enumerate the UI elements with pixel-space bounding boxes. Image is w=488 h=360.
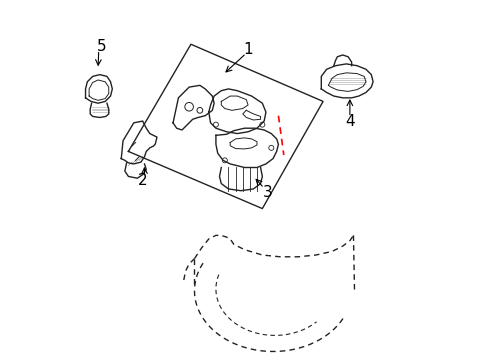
Text: 3: 3	[263, 185, 272, 200]
Text: 2: 2	[138, 172, 147, 188]
Text: 5: 5	[97, 39, 106, 54]
Text: 4: 4	[345, 113, 354, 129]
Text: 1: 1	[243, 42, 252, 57]
